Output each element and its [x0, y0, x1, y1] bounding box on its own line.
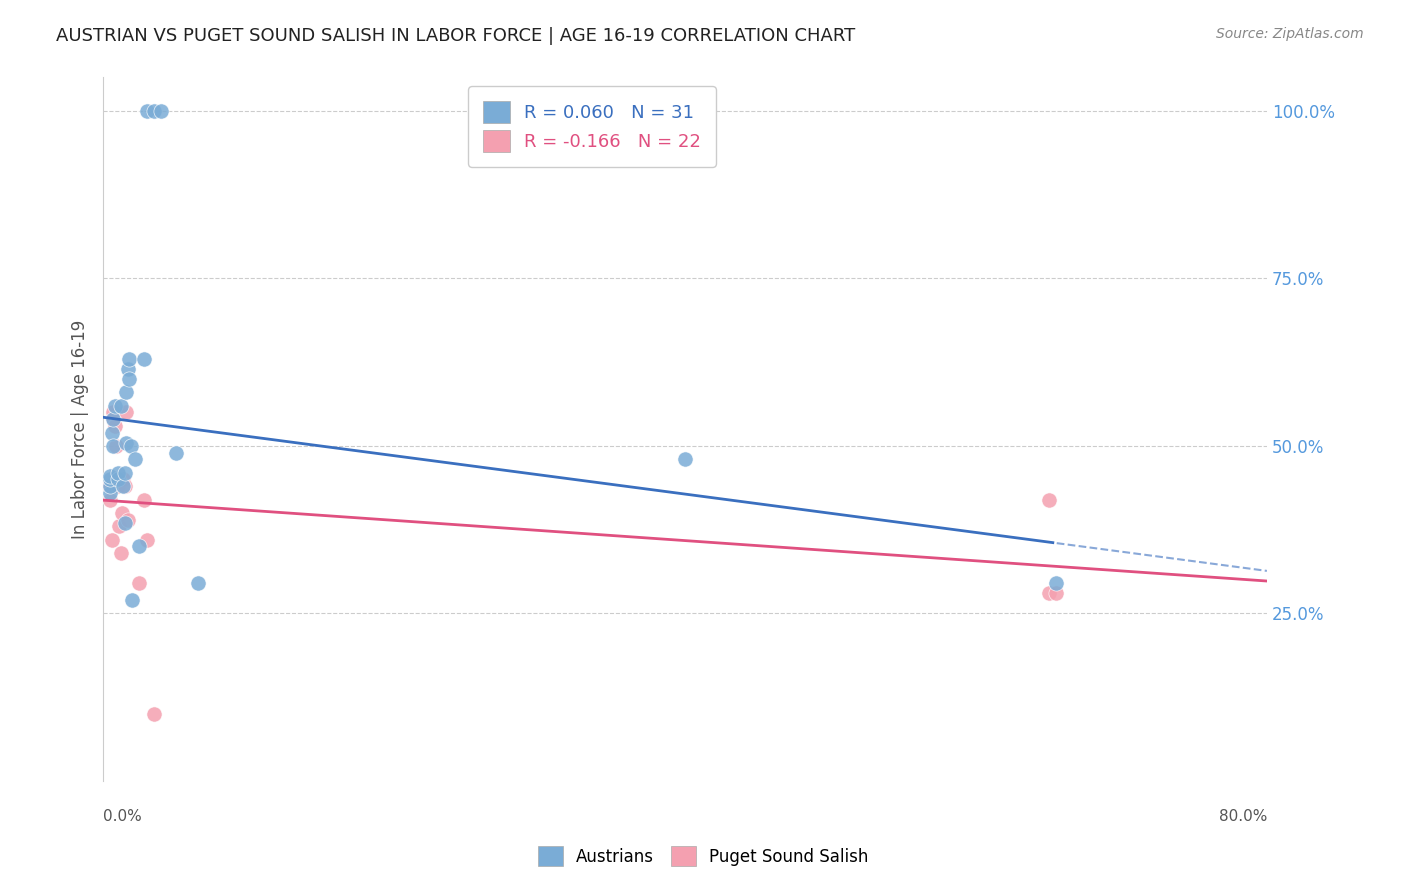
Point — [150, 103, 173, 118]
Y-axis label: In Labor Force | Age 16-19: In Labor Force | Age 16-19 — [72, 319, 89, 539]
Point — [117, 362, 139, 376]
Text: 80.0%: 80.0% — [1219, 809, 1267, 824]
Point — [114, 466, 136, 480]
Point — [1045, 576, 1067, 591]
Point — [118, 372, 141, 386]
Text: 0.0%: 0.0% — [103, 809, 142, 824]
Point — [132, 351, 155, 366]
Point — [101, 425, 124, 440]
Point — [132, 492, 155, 507]
Point — [100, 479, 122, 493]
Legend: R = 0.060   N = 31, R = -0.166   N = 22: R = 0.060 N = 31, R = -0.166 N = 22 — [468, 87, 716, 167]
Point — [108, 519, 131, 533]
Point — [103, 412, 125, 426]
Point — [673, 452, 696, 467]
Point — [100, 492, 122, 507]
Point — [117, 513, 139, 527]
Point — [124, 452, 146, 467]
Point — [104, 399, 127, 413]
Point — [165, 445, 187, 459]
Point — [105, 439, 128, 453]
Point — [1038, 586, 1060, 600]
Point — [107, 479, 129, 493]
Point — [107, 466, 129, 480]
Point — [103, 405, 125, 419]
Point — [100, 469, 122, 483]
Legend: Austrians, Puget Sound Salish: Austrians, Puget Sound Salish — [529, 838, 877, 875]
Point — [1038, 492, 1060, 507]
Point — [120, 439, 142, 453]
Point — [110, 546, 132, 560]
Point — [115, 435, 138, 450]
Point — [1045, 586, 1067, 600]
Point — [110, 399, 132, 413]
Point — [121, 593, 143, 607]
Point — [103, 412, 125, 426]
Point — [128, 576, 150, 591]
Point — [187, 576, 209, 591]
Point — [112, 479, 135, 493]
Point — [114, 479, 136, 493]
Point — [114, 516, 136, 530]
Point — [128, 540, 150, 554]
Point — [118, 351, 141, 366]
Point — [143, 103, 166, 118]
Point — [115, 385, 138, 400]
Text: AUSTRIAN VS PUGET SOUND SALISH IN LABOR FORCE | AGE 16-19 CORRELATION CHART: AUSTRIAN VS PUGET SOUND SALISH IN LABOR … — [56, 27, 855, 45]
Point — [100, 473, 122, 487]
Point — [111, 506, 134, 520]
Text: Source: ZipAtlas.com: Source: ZipAtlas.com — [1216, 27, 1364, 41]
Point — [104, 418, 127, 433]
Point — [115, 405, 138, 419]
Point — [97, 479, 120, 493]
Point — [103, 439, 125, 453]
Point — [107, 473, 129, 487]
Point — [135, 103, 157, 118]
Point — [143, 706, 166, 721]
Point — [112, 473, 135, 487]
Point — [101, 533, 124, 547]
Point — [100, 486, 122, 500]
Point — [135, 533, 157, 547]
